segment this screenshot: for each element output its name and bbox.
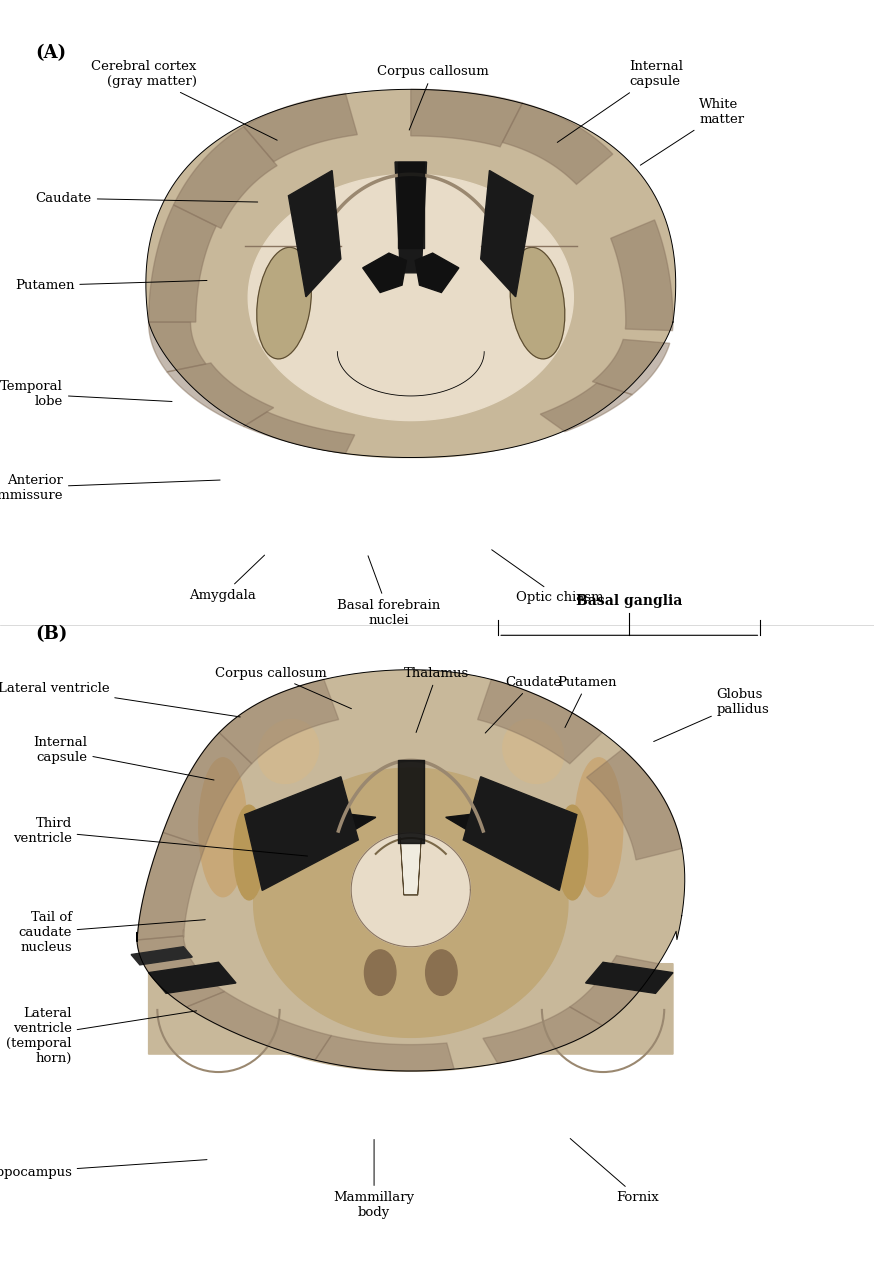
Polygon shape: [288, 171, 341, 297]
Polygon shape: [315, 1036, 454, 1071]
Polygon shape: [137, 936, 225, 1007]
Text: Amygdala: Amygdala: [190, 556, 265, 601]
Polygon shape: [446, 807, 568, 849]
Ellipse shape: [510, 248, 565, 359]
Text: Caudate: Caudate: [485, 676, 561, 733]
Text: Lateral ventricle: Lateral ventricle: [0, 682, 240, 717]
Polygon shape: [149, 322, 206, 371]
Circle shape: [426, 950, 457, 995]
Ellipse shape: [257, 248, 311, 359]
Circle shape: [364, 950, 396, 995]
Text: Globus
pallidus: Globus pallidus: [654, 688, 769, 741]
Polygon shape: [463, 777, 577, 890]
Polygon shape: [219, 679, 338, 764]
Text: Third
ventricle: Third ventricle: [13, 817, 308, 856]
Polygon shape: [131, 947, 192, 965]
Polygon shape: [477, 679, 602, 764]
Text: Hippocampus: Hippocampus: [0, 1159, 207, 1178]
Text: White
matter: White matter: [641, 99, 745, 165]
Text: Corpus callosum: Corpus callosum: [215, 667, 351, 709]
Text: Mammillary
body: Mammillary body: [334, 1139, 414, 1219]
Polygon shape: [167, 362, 274, 427]
Polygon shape: [593, 340, 669, 394]
Polygon shape: [586, 749, 682, 860]
Text: Corpus callosum: Corpus callosum: [377, 66, 489, 130]
Text: Cerebral cortex
(gray matter): Cerebral cortex (gray matter): [91, 61, 277, 140]
Text: Internal
capsule: Internal capsule: [33, 736, 214, 781]
Text: Tail of
caudate
nucleus: Tail of caudate nucleus: [18, 911, 205, 954]
Polygon shape: [253, 768, 568, 1037]
Polygon shape: [611, 220, 673, 331]
Text: Lateral
ventricle
(temporal
horn): Lateral ventricle (temporal horn): [6, 1007, 197, 1065]
Text: (B): (B): [35, 625, 67, 643]
Polygon shape: [540, 383, 632, 432]
Polygon shape: [149, 964, 515, 1071]
Text: (A): (A): [35, 44, 66, 62]
Ellipse shape: [258, 720, 319, 783]
Polygon shape: [146, 90, 676, 457]
Text: Optic chiasm: Optic chiasm: [492, 549, 603, 604]
Polygon shape: [174, 126, 277, 229]
Text: Basal forebrain
nuclei: Basal forebrain nuclei: [337, 556, 440, 626]
Polygon shape: [137, 669, 684, 1071]
Text: Putamen: Putamen: [558, 676, 617, 727]
Polygon shape: [351, 832, 470, 947]
Polygon shape: [186, 991, 331, 1060]
Polygon shape: [191, 384, 475, 457]
Polygon shape: [244, 412, 355, 453]
Text: Anterior
commissure: Anterior commissure: [0, 474, 220, 501]
Text: Basal ganglia: Basal ganglia: [576, 594, 683, 608]
Text: Putamen: Putamen: [15, 279, 207, 292]
Polygon shape: [244, 93, 357, 162]
Polygon shape: [337, 351, 484, 395]
Polygon shape: [481, 171, 533, 297]
Ellipse shape: [575, 758, 622, 897]
Polygon shape: [163, 733, 252, 846]
Polygon shape: [347, 384, 630, 457]
Polygon shape: [253, 807, 376, 849]
Polygon shape: [415, 253, 459, 293]
Text: Caudate: Caudate: [36, 192, 258, 205]
Polygon shape: [307, 964, 673, 1071]
Text: Fornix: Fornix: [570, 1138, 659, 1204]
Ellipse shape: [233, 806, 264, 899]
Polygon shape: [411, 90, 523, 147]
Polygon shape: [586, 962, 673, 993]
Polygon shape: [149, 205, 216, 322]
Ellipse shape: [558, 806, 587, 899]
Polygon shape: [395, 162, 427, 273]
Polygon shape: [483, 1007, 602, 1063]
Polygon shape: [248, 174, 573, 421]
Polygon shape: [363, 253, 406, 293]
Text: Internal
capsule: Internal capsule: [558, 61, 683, 143]
Polygon shape: [245, 777, 358, 890]
Ellipse shape: [199, 758, 247, 897]
Polygon shape: [400, 839, 421, 895]
Polygon shape: [137, 832, 205, 942]
Text: Thalamus: Thalamus: [405, 667, 469, 733]
Polygon shape: [503, 104, 613, 184]
Text: Temporal
lobe: Temporal lobe: [0, 380, 172, 408]
Polygon shape: [570, 956, 659, 1026]
Polygon shape: [149, 962, 236, 993]
Ellipse shape: [503, 720, 564, 783]
